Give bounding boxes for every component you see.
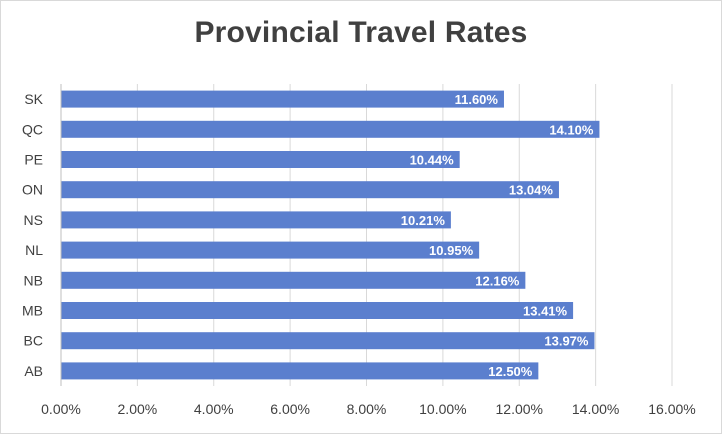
bar-pe (61, 151, 460, 168)
data-label: 13.41% (523, 304, 568, 319)
bars (61, 90, 600, 380)
y-category-label: NL (25, 242, 43, 258)
y-category-label: BC (24, 333, 43, 349)
bar-on (61, 181, 559, 199)
data-label: 12.16% (475, 273, 520, 288)
bar-ns (61, 211, 451, 229)
x-tick-label: 10.00% (419, 401, 466, 417)
bar-nl (61, 241, 480, 259)
y-category-labels: AB BC MB NB NL NS ON PE QC SK (22, 91, 44, 379)
data-label: 13.97% (544, 334, 589, 349)
x-tick-label: 6.00% (270, 401, 310, 417)
y-category-label: AB (24, 363, 43, 379)
x-tick-labels: 0.00% 2.00% 4.00% 6.00% 8.00% 10.00% 12.00% 14.… (41, 401, 696, 417)
y-category-label: SK (24, 91, 43, 107)
x-tick-label: 12.00% (496, 401, 543, 417)
data-label: 10.95% (429, 243, 474, 258)
x-tick-label: 16.00% (648, 401, 695, 417)
y-category-label: MB (22, 303, 43, 319)
bar-sk (61, 90, 504, 108)
x-tick-label: 4.00% (194, 401, 234, 417)
bar-nb (61, 271, 526, 289)
data-labels: 12.50% 13.97% 13.41% 12.16%10.95% 10.21% 13.0… (401, 92, 594, 379)
chart-title: Provincial Travel Rates (194, 16, 528, 49)
y-category-label: QC (22, 121, 43, 137)
x-tick-label: 2.00% (118, 401, 158, 417)
data-label: 10.44% (410, 153, 455, 168)
bar-ab (61, 362, 539, 380)
y-category-label: PE (24, 152, 43, 168)
data-label: 10.21% (401, 213, 446, 228)
y-category-label: NS (24, 212, 43, 228)
data-label: 11.60% (455, 92, 499, 107)
x-tick-label: 8.00% (347, 401, 387, 417)
x-tick-label: 0.00% (41, 401, 81, 417)
data-label: 13.04% (509, 183, 554, 198)
data-label: 14.10% (549, 122, 594, 137)
y-category-label: ON (22, 182, 43, 198)
x-tick-label: 14.00% (572, 401, 619, 417)
bar-bc (61, 332, 595, 350)
y-category-label: NB (24, 272, 43, 288)
bar-qc (61, 120, 600, 138)
bar-mb (61, 302, 574, 319)
data-label: 12.50% (488, 364, 533, 379)
